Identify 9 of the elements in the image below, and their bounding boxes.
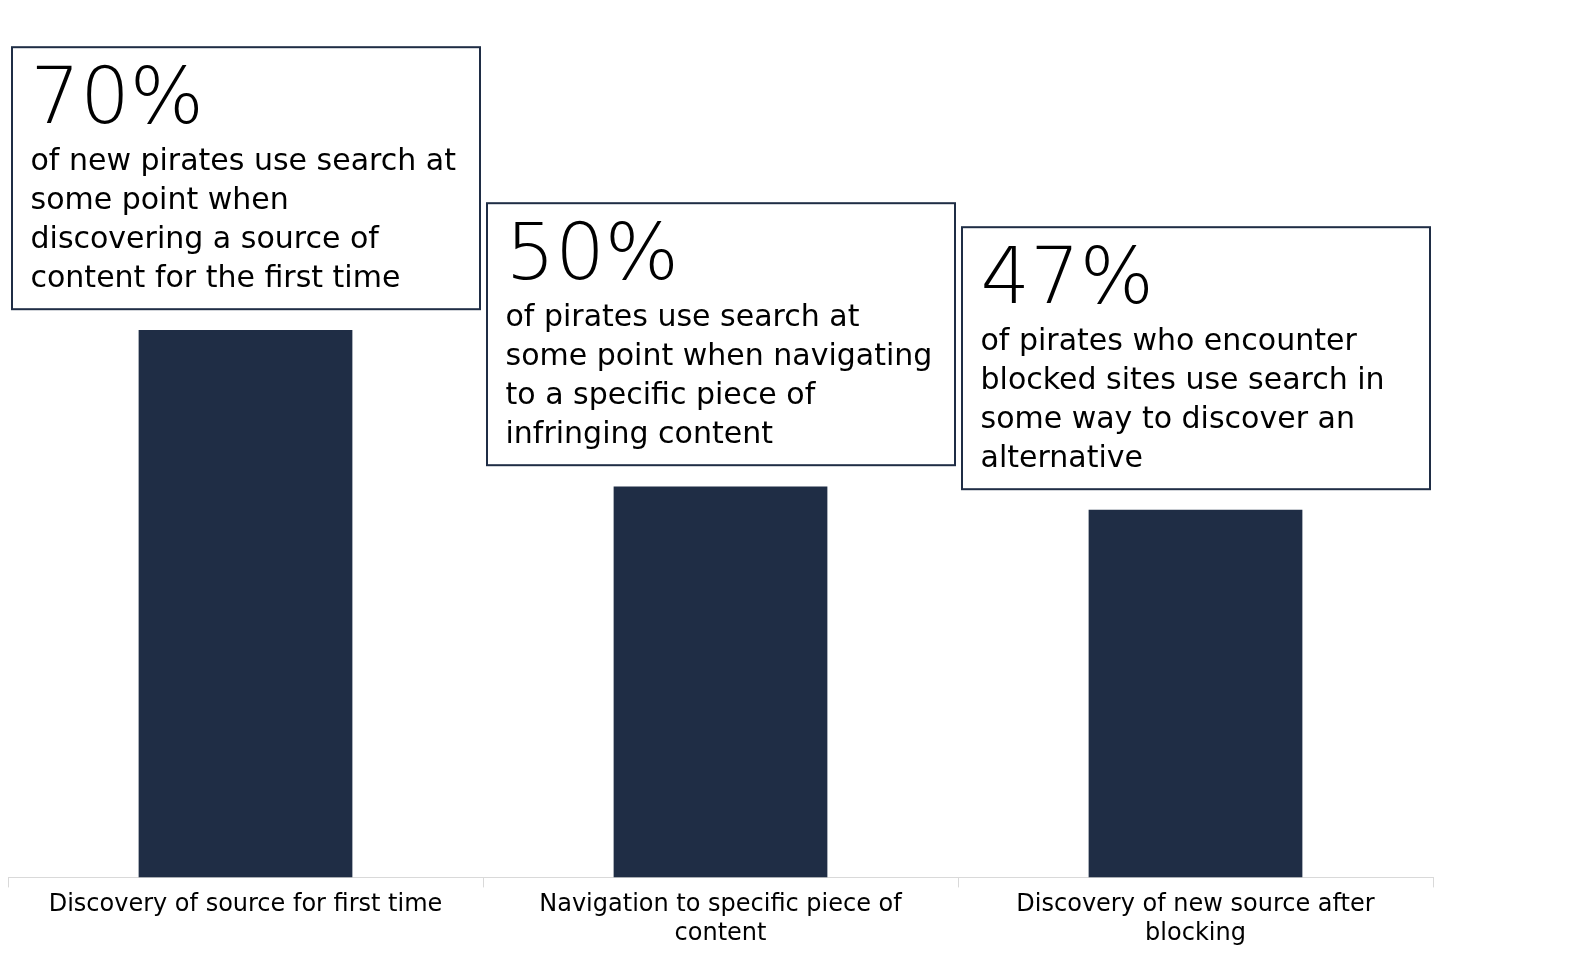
data-label: 47%: [980, 231, 1155, 322]
x-tick-label: Navigation to specific piece of content: [539, 889, 903, 946]
text: of new pirates use search at some point when discovering a source of content for the first time: [30, 141, 457, 296]
annotation: of pirates who encounter blocked sites use search in some way to discover an alternative: [980, 320, 1386, 476]
data-label: 50%: [505, 207, 680, 298]
data-label: 70%: [30, 51, 205, 142]
x-tick-label: Discovery of source for first time: [48, 889, 443, 918]
annotation: of pirates use search at some point when navigating to a specific piece of infringing content: [505, 297, 934, 453]
x-tick-label: Discovery of new source after blocking: [1016, 889, 1375, 946]
